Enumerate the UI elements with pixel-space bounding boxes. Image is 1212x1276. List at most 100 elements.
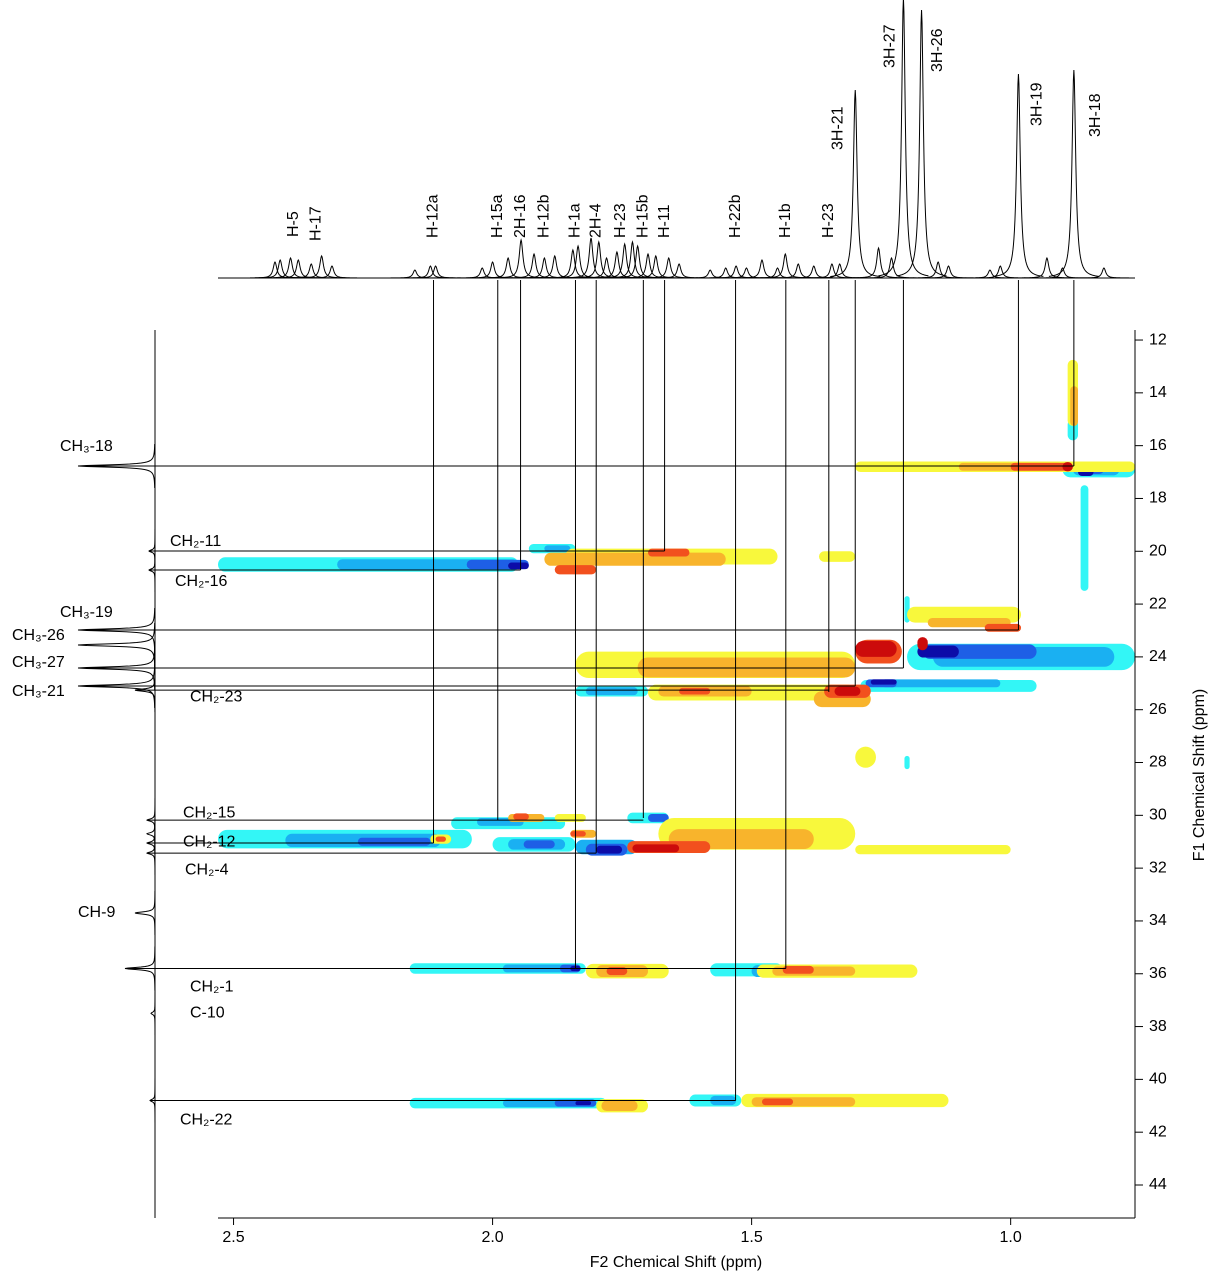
proton-peak [1078, 267, 1129, 279]
contour-region [984, 623, 1022, 632]
proton-label: 3H-26 [929, 28, 946, 72]
contour-region [1062, 462, 1073, 472]
y-tick-label: 24 [1149, 648, 1167, 665]
proton-peak [975, 265, 1026, 279]
carbon-label: CH₂-22 [180, 1112, 233, 1129]
contour-region [855, 746, 876, 768]
y-tick-label: 16 [1149, 437, 1167, 454]
proton-peak [993, 73, 1044, 277]
proton-peak [853, 246, 904, 279]
carbon-label: CH₃-26 [12, 627, 65, 644]
proton-label: 3H-18 [1087, 93, 1104, 137]
contour-region [544, 545, 571, 552]
proton-peak [630, 254, 681, 279]
proton-peak [306, 265, 357, 279]
carbon-label: CH-9 [78, 904, 115, 921]
contour-region [606, 967, 628, 976]
carbon-peak [134, 891, 156, 936]
contour-region [637, 657, 856, 678]
proton-peak [496, 238, 547, 279]
proton-peak [1048, 69, 1099, 277]
y-tick-label: 18 [1149, 490, 1167, 507]
y-axis-title: F1 Chemical Shift (ppm) [1191, 689, 1208, 862]
carbon-label: CH₃-21 [12, 683, 65, 700]
contour-region [601, 1100, 638, 1112]
y-tick-label: 40 [1149, 1071, 1167, 1088]
contour-region [513, 813, 529, 820]
carbon-label: CH₂-12 [183, 833, 236, 850]
proton-peak [760, 252, 811, 279]
proton-label: H-15a [489, 194, 506, 238]
carbon-peak [77, 622, 156, 668]
contour-region [585, 687, 638, 696]
y-tick-label: 32 [1149, 859, 1167, 876]
proton-label: H-11 [656, 204, 673, 238]
y-tick-label: 36 [1149, 965, 1167, 982]
y-tick-label: 20 [1149, 542, 1167, 559]
x-tick-label: 2.5 [222, 1229, 244, 1246]
overlay-layer [78, 280, 1075, 1101]
contour-region [834, 686, 861, 696]
proton-peak [509, 252, 560, 279]
contour-region [818, 551, 856, 562]
y-tick-label: 12 [1149, 331, 1167, 348]
proton-peak [296, 254, 347, 279]
y-tick-label: 42 [1149, 1123, 1167, 1140]
carbon-peak [149, 1078, 156, 1123]
carbon-peak [148, 548, 156, 593]
proton-peak [788, 265, 839, 279]
carbon-label: C-10 [190, 1005, 225, 1022]
contour-region [679, 687, 711, 695]
proton-peak [1037, 267, 1088, 279]
proton-peak [519, 256, 570, 279]
proton-peak [410, 265, 461, 279]
proton-label: H-23 [820, 203, 837, 238]
carbon-peak [145, 821, 156, 866]
contour-region [881, 679, 1001, 688]
contour-region [357, 837, 431, 846]
contour-region [1080, 485, 1089, 591]
carbon-peak [145, 831, 156, 876]
y-tick-label: 30 [1149, 807, 1167, 824]
contour-region [855, 641, 897, 657]
proton-peak [896, 9, 947, 277]
proton-label: 2H-4 [587, 203, 604, 238]
proton-peak [913, 261, 964, 279]
proton-label: H-23 [612, 203, 629, 238]
proton-label: H-17 [308, 206, 325, 241]
y-tick-label: 28 [1149, 754, 1167, 771]
contour-region [648, 814, 669, 822]
carbon-label: CH₂-1 [190, 979, 234, 996]
carbon-peak [77, 607, 156, 652]
contour-region [435, 836, 446, 842]
proton-label: 2H-16 [512, 194, 529, 238]
y-tick-label: 26 [1149, 701, 1167, 718]
contour-region [554, 814, 586, 822]
proton-peak [573, 240, 624, 279]
x-tick-label: 1.5 [740, 1229, 762, 1246]
proton-label: H-1a [567, 203, 584, 238]
proton-label: 3H-21 [829, 106, 846, 150]
carbon-peak [77, 443, 156, 489]
contour-region [917, 645, 959, 658]
proton-peak [878, 0, 929, 277]
x-tick-label: 2.0 [481, 1229, 503, 1246]
carbon-label: CH₃-18 [60, 438, 113, 455]
contour-region [523, 840, 555, 849]
proton-peak [389, 269, 440, 279]
contour-region [917, 637, 928, 651]
carbon-peak [124, 946, 156, 991]
contour-layer [218, 359, 1135, 1113]
carbon-label: CH₃-27 [12, 654, 65, 671]
carbon-label: CH₂-23 [190, 688, 243, 705]
contour-region [632, 844, 680, 853]
contour-region [870, 679, 897, 685]
proton-label: 3H-27 [882, 24, 899, 68]
proton-label: H-12a [425, 194, 442, 238]
carbon-label: CH₂-4 [185, 861, 229, 878]
contour-region [782, 965, 814, 974]
contour-region [596, 845, 623, 854]
contour-region [855, 845, 1011, 855]
